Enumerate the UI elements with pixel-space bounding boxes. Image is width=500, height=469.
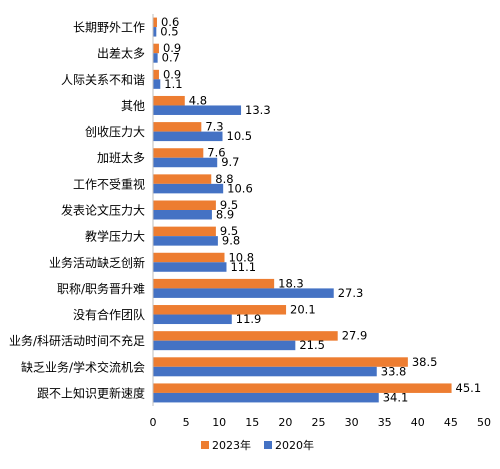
x-tick-label: 30 (345, 416, 359, 429)
bar-series-2023 (153, 69, 159, 80)
bar-series-2023 (153, 305, 287, 315)
data-label: 10.8 (228, 250, 254, 264)
bar-series-2023 (153, 95, 185, 106)
data-label: 7.6 (207, 146, 225, 160)
legend: 2023年 2020年 (201, 438, 314, 452)
data-label: 0.7 (162, 51, 180, 65)
data-label: 34.1 (383, 390, 409, 404)
data-label: 27.9 (342, 329, 368, 343)
bar-series-2020 (153, 314, 232, 325)
category-label: 缺乏业务/学术交流机会 (21, 359, 145, 374)
legend-label: 2023年 (212, 438, 251, 452)
data-label: 45.1 (456, 381, 482, 395)
bar-series-2020 (153, 105, 242, 115)
bar-series-2023 (153, 278, 275, 289)
data-label: 0.6 (161, 15, 179, 29)
data-label: 13.3 (245, 103, 271, 117)
data-label: 9.5 (220, 224, 238, 238)
bar-series-2020 (153, 131, 223, 142)
legend-swatch (264, 441, 272, 449)
data-label: 33.8 (381, 364, 407, 378)
bar-series-2020 (153, 183, 224, 194)
data-label: 20.1 (290, 303, 316, 317)
category-label: 创收压力大 (85, 125, 145, 139)
data-label: 10.5 (227, 129, 253, 143)
data-label: 4.8 (189, 93, 207, 107)
data-label: 27.3 (338, 286, 364, 300)
category-label: 其他 (121, 99, 145, 113)
category-label: 人际关系不和谐 (61, 73, 145, 87)
bar-series-2020 (153, 288, 334, 298)
category-label: 教学压力大 (85, 229, 145, 244)
category-label: 发表论文压力大 (61, 203, 145, 218)
category-label: 业务活动缺乏创新 (49, 255, 145, 270)
legend-swatch (201, 441, 209, 449)
data-label: 0.9 (163, 41, 181, 55)
x-tick-label: 20 (278, 416, 292, 429)
data-label: 21.5 (299, 338, 325, 352)
category-label: 业务/科研活动时间不充足 (9, 333, 145, 348)
x-tick-label: 5 (183, 416, 190, 429)
data-label: 9.8 (222, 234, 240, 248)
bar-series-2020 (153, 157, 218, 168)
x-tick-label: 50 (477, 416, 491, 429)
category-label: 出差太多 (97, 46, 145, 61)
bar-series-2020 (153, 210, 212, 220)
data-label: 7.3 (205, 120, 223, 134)
data-label: 1.1 (164, 77, 182, 91)
data-label: 10.6 (227, 181, 253, 195)
data-label: 38.5 (412, 355, 438, 369)
bar-series-2020 (153, 27, 157, 37)
axes-layer: 长期野外工作出差太多人际关系不和谐其他创收压力大加班太多工作不受重视发表论文压力… (9, 14, 491, 429)
data-label: 11.9 (236, 312, 262, 326)
data-label: 9.7 (221, 155, 239, 169)
data-label: 0.5 (160, 25, 178, 39)
bar-series-2023 (153, 331, 338, 341)
category-label: 跟不上知识更新速度 (37, 385, 145, 400)
legend-label: 2020年 (275, 438, 314, 452)
x-tick-label: 25 (312, 416, 326, 429)
data-label: 0.9 (163, 67, 181, 81)
x-tick-label: 45 (444, 416, 458, 429)
data-label: 8.9 (216, 208, 234, 222)
bar-series-2023 (153, 200, 216, 210)
bar-series-2020 (153, 53, 158, 63)
bar-series-2023 (153, 383, 452, 393)
category-label: 没有合作团队 (73, 307, 145, 322)
bar-series-2023 (153, 226, 216, 237)
category-label: 加班太多 (97, 150, 145, 165)
data-label: 11.1 (230, 260, 256, 274)
x-tick-label: 10 (212, 416, 226, 429)
bar-series-2023 (153, 357, 408, 367)
bar-series-2020 (153, 340, 296, 351)
bar-series-2023 (153, 17, 157, 28)
category-label: 长期野外工作 (73, 21, 145, 35)
bar-series-2023 (153, 174, 212, 184)
bar-series-2023 (153, 43, 159, 54)
x-tick-label: 40 (411, 416, 425, 429)
data-label: 8.8 (215, 172, 233, 186)
category-label: 工作不受重视 (73, 176, 145, 191)
bar-series-2023 (153, 252, 225, 263)
bar-series-2020 (153, 262, 227, 272)
data-label: 18.3 (278, 276, 304, 290)
bar-series-2020 (153, 366, 377, 377)
bar-series-2023 (153, 148, 204, 158)
bar-series-2020 (153, 79, 161, 89)
category-label: 职称/职务晋升难 (57, 281, 145, 296)
bar-series-2023 (153, 122, 202, 132)
x-tick-label: 15 (245, 416, 259, 429)
bar-series-2020 (153, 392, 379, 403)
x-tick-label: 0 (150, 416, 157, 429)
bars-layer: 0.60.50.90.70.91.14.813.37.310.57.69.78.… (153, 15, 481, 404)
bar-series-2020 (153, 236, 218, 246)
data-label: 9.5 (220, 198, 238, 212)
x-tick-label: 35 (378, 416, 392, 429)
